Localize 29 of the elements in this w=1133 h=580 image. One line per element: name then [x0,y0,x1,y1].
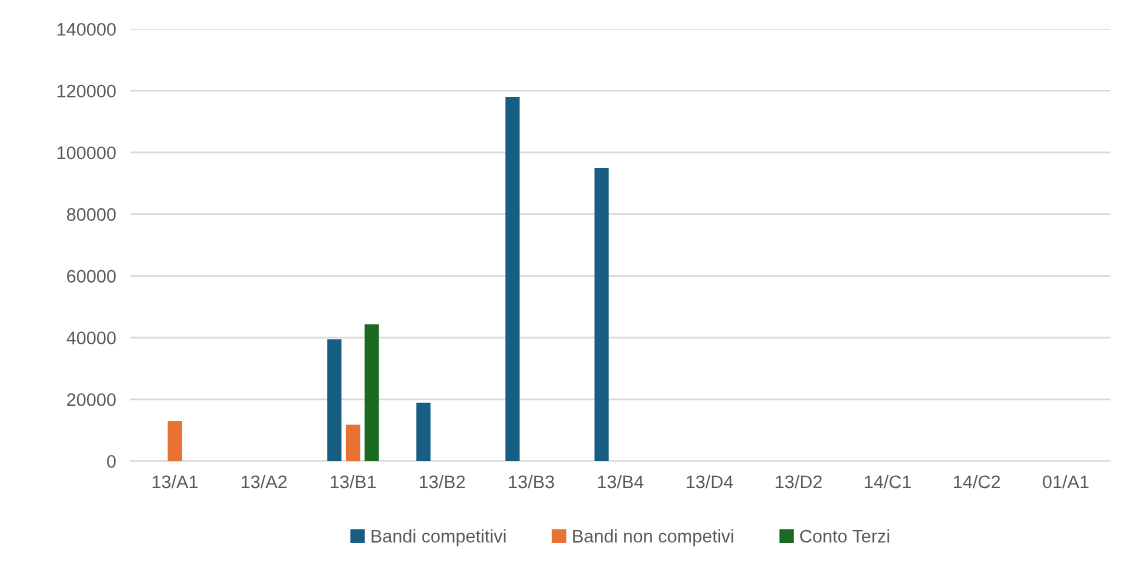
x-tick-label: 13/D4 [686,474,733,489]
legend-label: Conto Terzi [800,529,890,543]
bar [416,402,431,462]
x-tick-label: 13/B3 [509,474,555,489]
x-tick-label: 13/D2 [775,474,822,489]
y-tick-label: 100000 [57,146,116,160]
y-tick-label: 20000 [67,393,116,407]
y-tick-label: 80000 [66,208,116,221]
x-tick-label: 14/C1 [864,474,911,489]
bar [345,424,361,462]
bar [167,420,182,462]
x-tick-label: 13/B4 [598,474,644,489]
x-tick-label: 14/C2 [953,474,1000,489]
x-tick-label: 13/B1 [330,474,376,489]
x-tick-label: 13/B2 [419,474,465,489]
x-tick-label: 01/A1 [1042,474,1089,489]
bar [594,167,609,462]
y-tick-label: 120000 [57,84,116,98]
legend-label: Bandi competitivi [371,529,506,547]
x-tick-label: 13/A2 [241,474,287,489]
bar [364,324,379,462]
x-tick-label: 13/A1 [152,474,198,489]
bar [505,96,520,462]
y-tick-label: 60000 [67,269,116,283]
y-tick-label: 40000 [66,331,116,345]
y-tick-label: 140000 [57,22,116,36]
legend-label: Bandi non competivi [573,529,734,547]
y-tick-label: 0 [107,455,116,468]
bar [327,339,342,462]
